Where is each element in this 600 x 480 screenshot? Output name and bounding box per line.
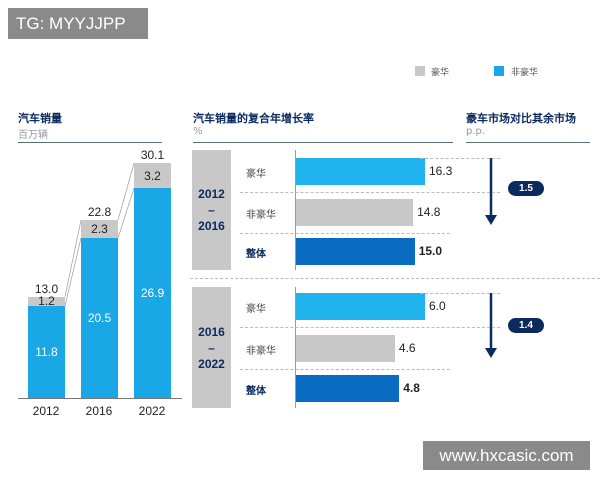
difference-badge: 1.5 (508, 181, 544, 196)
bar-label-nonluxury: 20.5 (87, 311, 112, 326)
panel-separator (190, 278, 600, 279)
watermark-bottom-right: www.hxcasic.com (423, 441, 590, 470)
row-separator (240, 233, 450, 234)
period-label-part: 2022 (198, 356, 225, 371)
row-separator (240, 192, 500, 193)
x-tick-label: 2012 (32, 404, 60, 418)
arrow-head-icon (485, 348, 497, 358)
sales-subtitle: 百万辆 (18, 130, 48, 141)
x-tick-label: 2016 (85, 404, 113, 418)
cagr-bar (296, 238, 415, 265)
bar-nonluxury (81, 238, 118, 398)
cagr-bar (296, 335, 395, 362)
cagr-bar (296, 375, 400, 402)
sales-title: 汽车销量 (18, 112, 62, 125)
category-label: 非豪华 (246, 346, 276, 357)
cagr-value-label: 4.6 (398, 341, 416, 355)
cagr-value-label: 16.3 (429, 164, 453, 178)
period-label: 2012 – 2016 (192, 150, 231, 270)
legend-swatch-luxury (415, 66, 425, 76)
period-label: 2016–2022 (192, 287, 231, 408)
category-label: 整体 (246, 386, 266, 397)
bar-label-luxury: 2.3 (91, 222, 108, 237)
cagr-axis (295, 150, 296, 270)
connector-line (64, 238, 82, 307)
bar-total-label: 30.1 (140, 148, 165, 163)
connector-line (64, 220, 82, 297)
bar-luxury (28, 296, 65, 306)
cagr-bar (296, 158, 425, 185)
category-label: 整体 (246, 249, 266, 260)
row-separator (240, 327, 500, 328)
cagr-bar (296, 199, 414, 226)
legend-label-nonluxury: 非豪华 (511, 68, 539, 78)
cagr-subtitle: % (193, 126, 203, 137)
bar-nonluxury (28, 305, 65, 398)
bar-luxury (134, 163, 171, 189)
cagr-title: 汽车销量的复合年增长率 (193, 112, 314, 125)
period-label-part: 2012 (198, 187, 225, 201)
cagr-rule (193, 142, 453, 143)
category-label: 豪华 (246, 304, 266, 315)
cagr-value-label: 15.0 (418, 244, 443, 258)
connector-line (117, 163, 135, 221)
bar-label-nonluxury: 11.8 (35, 344, 58, 359)
bar-total-label: 13.0 (34, 281, 59, 296)
diff-subtitle: p.p. (466, 126, 486, 137)
legend-label-luxury: 豪华 (431, 68, 450, 78)
period-label-part: – (208, 340, 215, 355)
bar-nonluxury (134, 188, 171, 398)
period-label-part: 2016 (198, 324, 225, 339)
cagr-value-label: 4.8 (403, 381, 420, 395)
arrow-head-icon (485, 215, 497, 225)
bar-label-luxury: 1.2 (38, 294, 55, 309)
category-label: 非豪华 (246, 210, 276, 221)
diff-title: 豪车市场对比其余市场 (466, 112, 576, 125)
watermark-top-left: TG: MYYJJPP (8, 8, 148, 39)
cagr-value-label: 14.8 (417, 205, 441, 219)
difference-badge: 1.4 (508, 318, 544, 333)
cagr-value-label: 6.0 (429, 299, 446, 313)
cagr-bar (296, 293, 425, 320)
bar-total-label: 22.8 (87, 205, 112, 220)
x-tick-label: 2022 (138, 404, 166, 418)
sales-baseline (18, 398, 182, 399)
period-label-part: – (208, 203, 215, 217)
connector-line (117, 188, 135, 239)
bar-label-nonluxury: 26.9 (140, 286, 165, 301)
guide-line (420, 293, 500, 294)
guide-line (420, 158, 500, 159)
category-label: 豪华 (246, 169, 266, 180)
legend-swatch-nonluxury (494, 66, 504, 76)
row-separator (240, 369, 450, 370)
diff-rule (466, 142, 590, 143)
period-label-part: 2016 (198, 219, 225, 233)
bar-label-luxury: 3.2 (144, 168, 161, 183)
cagr-axis (295, 287, 296, 408)
bar-luxury (81, 220, 118, 239)
sales-rule (18, 142, 162, 143)
